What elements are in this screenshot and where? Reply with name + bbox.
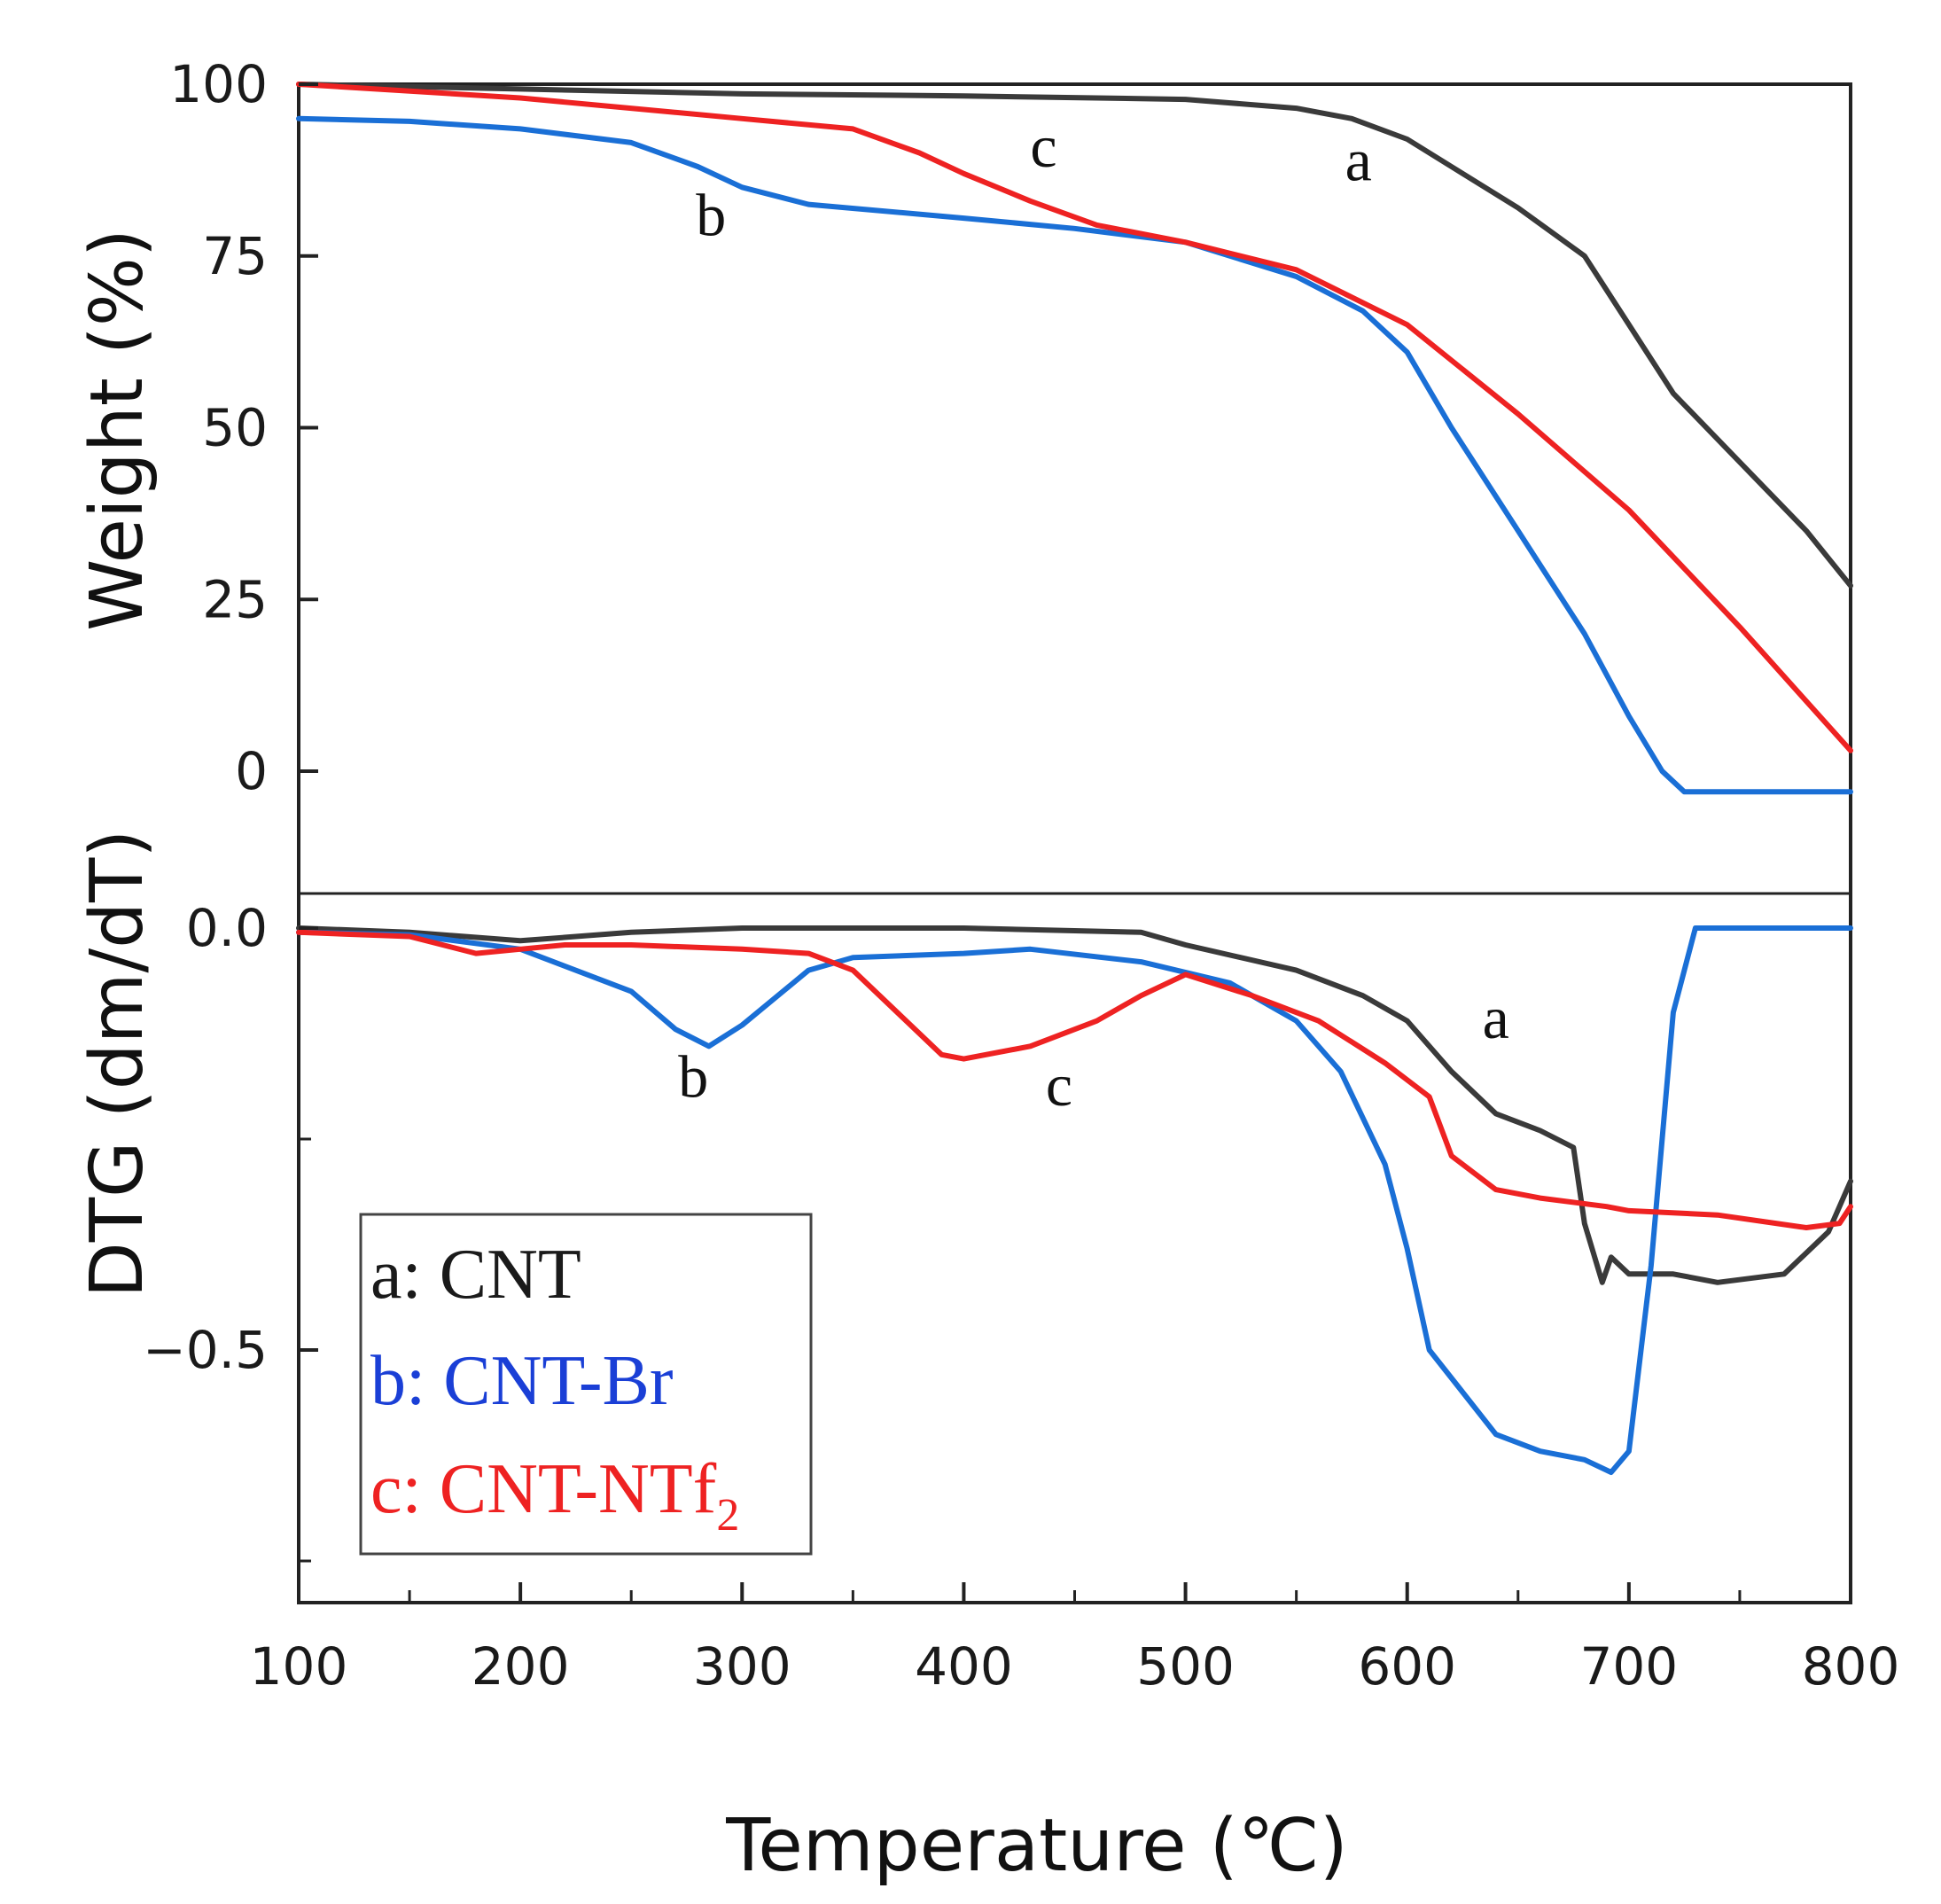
top-y-axis-title: Weight (%): [75, 229, 160, 631]
xtick-label: 400: [915, 1636, 1013, 1697]
x-axis-title: Temperature (℃): [725, 1804, 1348, 1888]
top-curve-label-c: c: [1030, 113, 1056, 180]
bottom-y-axis-title: DTG (dm/dT): [75, 830, 160, 1299]
top-series-cnt-ntf2: [296, 82, 1853, 753]
bottom-series-cnt-br: [296, 925, 1853, 1475]
series-layer: [296, 82, 1853, 1475]
xtick-label: 700: [1579, 1636, 1678, 1697]
bottom-curve-label-c: c: [1046, 1051, 1072, 1119]
bottom-series-cnt: [296, 925, 1853, 1285]
legend-item-cnt: a: CNT: [370, 1236, 581, 1314]
legend-box: [359, 1213, 813, 1556]
bottom-ytick-label: −0.5: [143, 1320, 268, 1380]
xtick-label: 200: [472, 1636, 570, 1697]
legend-item-cnt-ntf2: c: CNT-NTf2: [370, 1450, 739, 1541]
xtick-label: 800: [1802, 1636, 1900, 1697]
legend-item-cnt-ntf2-label: c: CNT-NTf: [370, 1450, 717, 1528]
top-curve-label-b: b: [696, 182, 726, 249]
top-ytick-label: 25: [202, 569, 268, 629]
top-ytick-label: 0: [235, 741, 268, 801]
top-ytick-label: 75: [202, 226, 268, 286]
xtick-label: 600: [1358, 1636, 1456, 1697]
annotation-layer: a b c a b c: [678, 113, 1509, 1119]
top-series-cnt-br: [296, 115, 1853, 795]
legend: a: CNT b: CNT-Br c: CNT-NTf2: [359, 1213, 813, 1556]
legend-item-cnt-ntf2-subscript: 2: [716, 1490, 739, 1541]
top-curve-label-a: a: [1345, 127, 1372, 194]
xtick-label: 100: [250, 1636, 348, 1697]
top-ytick-label: 50: [202, 398, 268, 458]
xtick-label: 500: [1136, 1636, 1235, 1697]
bottom-curve-label-b: b: [678, 1042, 708, 1110]
bottom-ytick-label: 0.0: [186, 898, 268, 958]
legend-item-cnt-br: b: CNT-Br: [370, 1342, 674, 1420]
bottom-series-cnt-ntf2: [296, 929, 1853, 1230]
bottom-curve-label-a: a: [1483, 984, 1509, 1051]
xtick-label: 300: [693, 1636, 791, 1697]
top-ytick-label: 100: [169, 54, 268, 114]
top-series-cnt: [296, 82, 1853, 589]
tick-layer: 0 25 50 75 100 0.0 −0.5 100 200 300 400 500 600 700 80…: [143, 54, 1899, 1697]
